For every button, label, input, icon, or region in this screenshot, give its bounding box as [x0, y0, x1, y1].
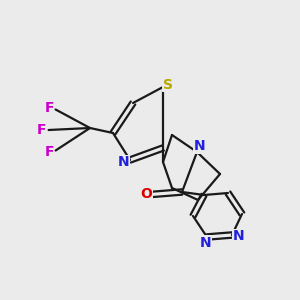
Text: F: F	[37, 123, 46, 137]
Text: O: O	[141, 188, 152, 201]
Text: N: N	[193, 139, 205, 153]
Text: N: N	[200, 236, 211, 250]
Text: F: F	[44, 101, 54, 115]
Text: N: N	[118, 155, 129, 170]
Text: S: S	[163, 78, 173, 92]
Text: F: F	[44, 145, 54, 159]
Text: N: N	[233, 230, 244, 244]
